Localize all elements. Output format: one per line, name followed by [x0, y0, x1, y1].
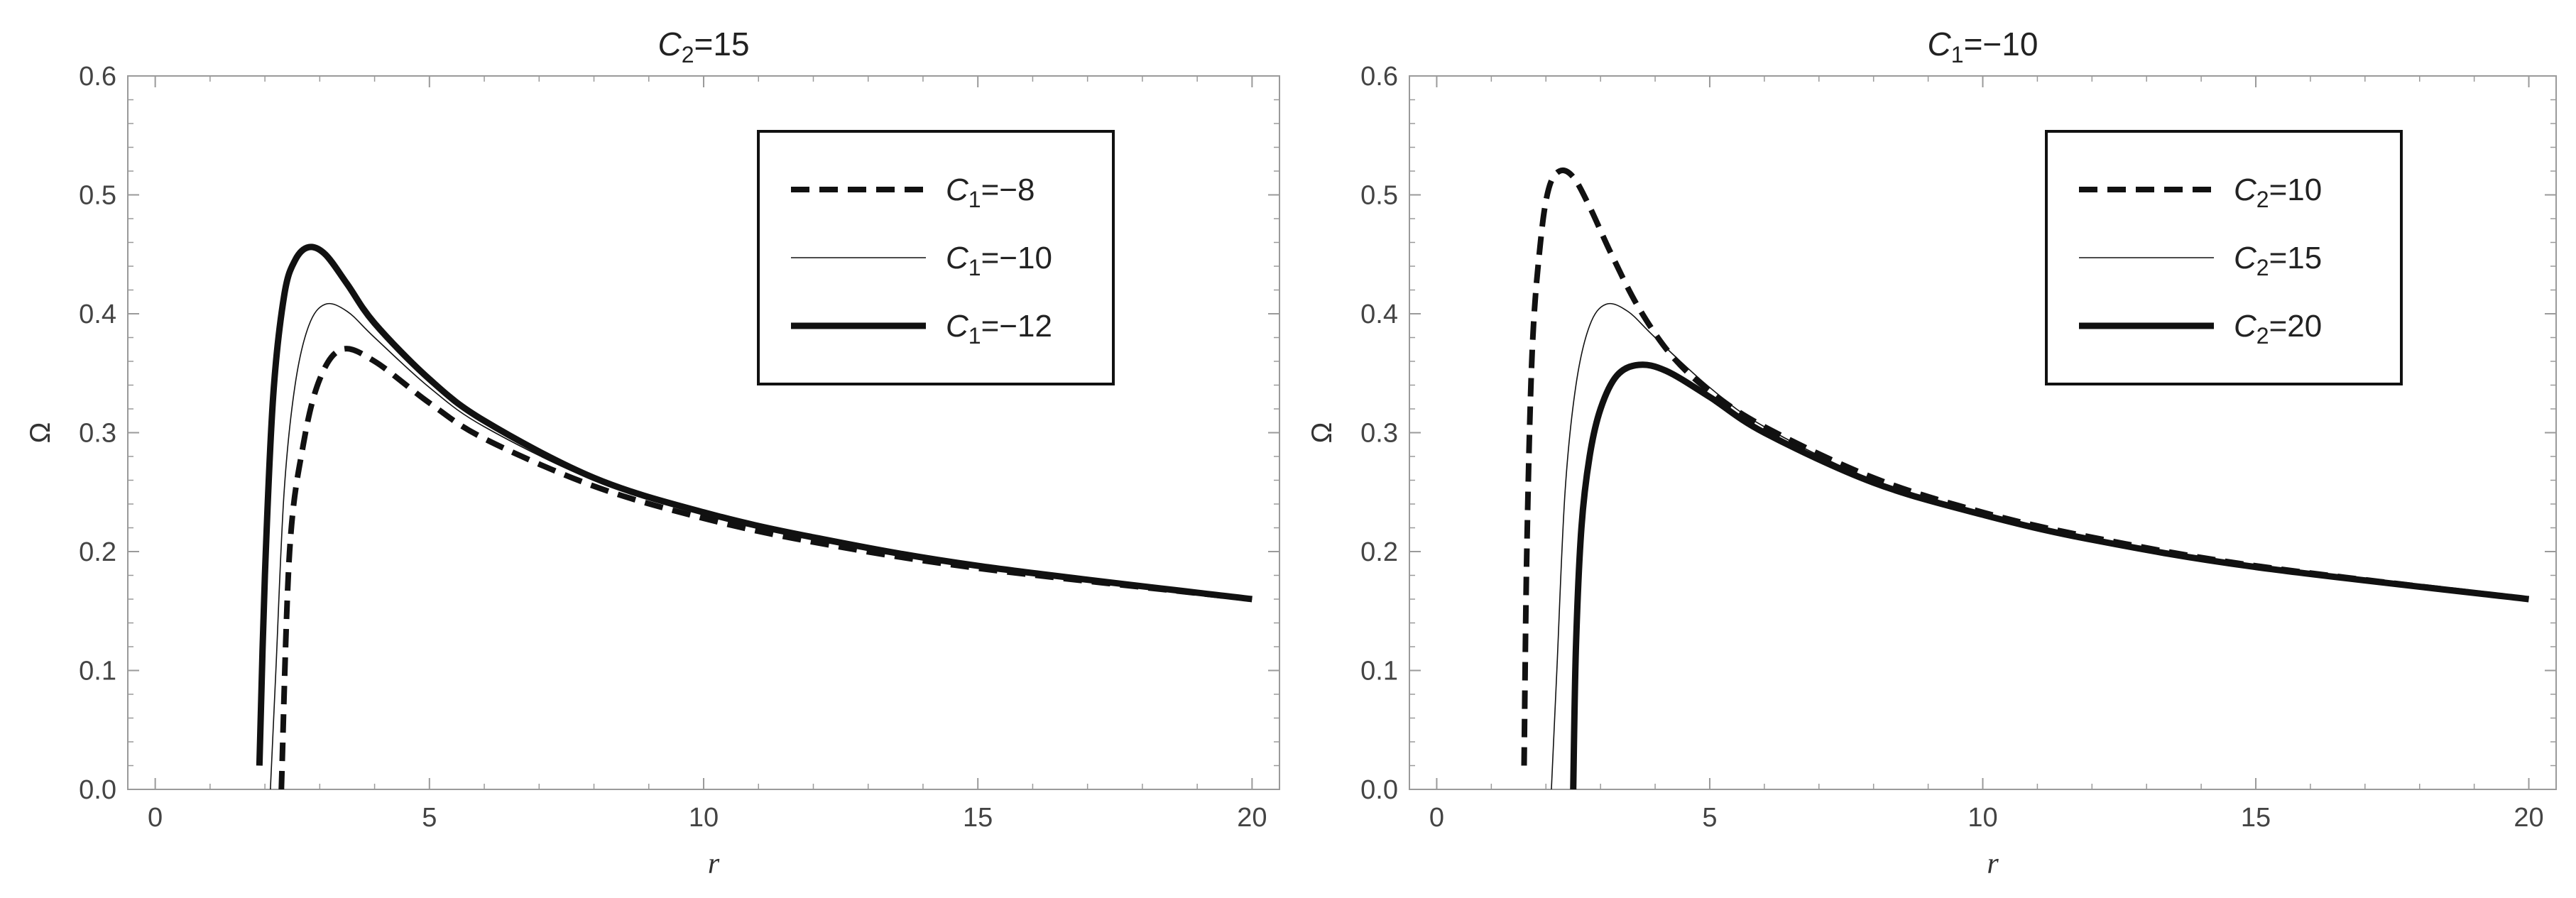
- legend-label-1-rest: =−8: [981, 173, 1035, 207]
- y-tick-label: 0.2: [79, 537, 116, 567]
- legend-label-1: C1=−8: [946, 173, 1035, 212]
- chart-title-sub: 2: [682, 42, 694, 67]
- x-tick-label: 0: [148, 803, 163, 833]
- legend-label-3-var: C: [946, 309, 969, 344]
- legend-label-2: C1=−10: [946, 241, 1052, 280]
- series-group: [1521, 167, 2530, 789]
- legend-label-2-var: C: [2234, 241, 2257, 275]
- legend-label-2: C2=15: [2234, 241, 2322, 280]
- y-tick-label: 0.1: [79, 657, 116, 686]
- y-tick-label: 0.4: [79, 300, 116, 329]
- series-line-3: [256, 243, 1252, 766]
- chart-title-var: C: [657, 26, 682, 62]
- chart-panel-1: 0 5 10 15 200.00.10.20.30.40.50.6rΩC2=15C1=−…: [25, 26, 1280, 880]
- legend-label-1-var: C: [2234, 173, 2257, 207]
- series-line-3: [1570, 361, 2530, 789]
- chart-title: C2=15: [657, 26, 749, 67]
- x-tick-label: 5: [1702, 803, 1717, 833]
- legend-label-2-rest: =15: [2269, 241, 2323, 275]
- legend-label-2-rest: =−10: [981, 241, 1052, 275]
- x-axis-title: r: [1987, 848, 1999, 880]
- legend-label-3-rest: =20: [2269, 309, 2323, 344]
- chart-title-var: C: [1928, 26, 1952, 62]
- x-tick-label: 20: [1237, 803, 1267, 833]
- chart-title-sub: 1: [1951, 42, 1964, 67]
- legend-box: [2045, 130, 2403, 385]
- legend-label-1-var: C: [946, 173, 969, 207]
- y-tick-label: 0.3: [79, 419, 116, 449]
- legend-label-3: C2=20: [2234, 309, 2322, 349]
- y-tick-label: 0.6: [79, 62, 116, 92]
- legend-label-1-sub: 1: [968, 187, 981, 212]
- legend-label-1: C2=10: [2234, 173, 2322, 212]
- x-tick-label: 0: [1429, 803, 1444, 833]
- y-axis-title: Ω: [1306, 422, 1338, 444]
- legend-label-3-sub: 1: [968, 323, 981, 349]
- legend-label-2-sub: 2: [2256, 255, 2269, 280]
- y-tick-label: 0.2: [1360, 537, 1398, 567]
- legend-label-3-var: C: [2234, 309, 2257, 344]
- legend-label-3-sub: 2: [2256, 323, 2269, 349]
- y-tick-label: 0.4: [1360, 300, 1398, 329]
- x-tick-label: 10: [1968, 803, 1997, 833]
- y-tick-label: 0.6: [1360, 62, 1398, 92]
- y-axis-title: Ω: [25, 422, 56, 444]
- chart-title-rest: =−10: [1964, 26, 2039, 62]
- legend-label-1-rest: =10: [2269, 173, 2323, 207]
- y-tick-label: 0.5: [1360, 181, 1398, 211]
- x-tick-label: 15: [963, 803, 993, 833]
- chart-title: C1=−10: [1928, 26, 2039, 67]
- legend-label-3-rest: =−12: [981, 309, 1052, 344]
- chart-title-rest: =15: [694, 26, 750, 62]
- y-tick-label: 0.5: [79, 181, 116, 211]
- x-tick-label: 20: [2514, 803, 2543, 833]
- x-tick-label: 15: [2241, 803, 2271, 833]
- legend-label-3: C1=−12: [946, 309, 1052, 349]
- legend-label-2-sub: 1: [968, 255, 981, 280]
- y-tick-label: 0.1: [1360, 657, 1398, 686]
- x-tick-label: 5: [422, 803, 437, 833]
- y-tick-label: 0.3: [1360, 419, 1398, 449]
- legend-label-1-sub: 2: [2256, 187, 2269, 212]
- chart-panel-2: 0 5 10 15 200.00.10.20.30.40.50.6rΩC1=−10C2=…: [1306, 26, 2557, 880]
- series-line-1: [278, 346, 1252, 789]
- series-group: [256, 243, 1252, 789]
- x-tick-label: 10: [689, 803, 719, 833]
- x-axis-title: r: [708, 848, 720, 880]
- legend-label-2-var: C: [946, 241, 969, 275]
- y-tick-label: 0.0: [79, 775, 116, 805]
- y-tick-label: 0.0: [1360, 775, 1398, 805]
